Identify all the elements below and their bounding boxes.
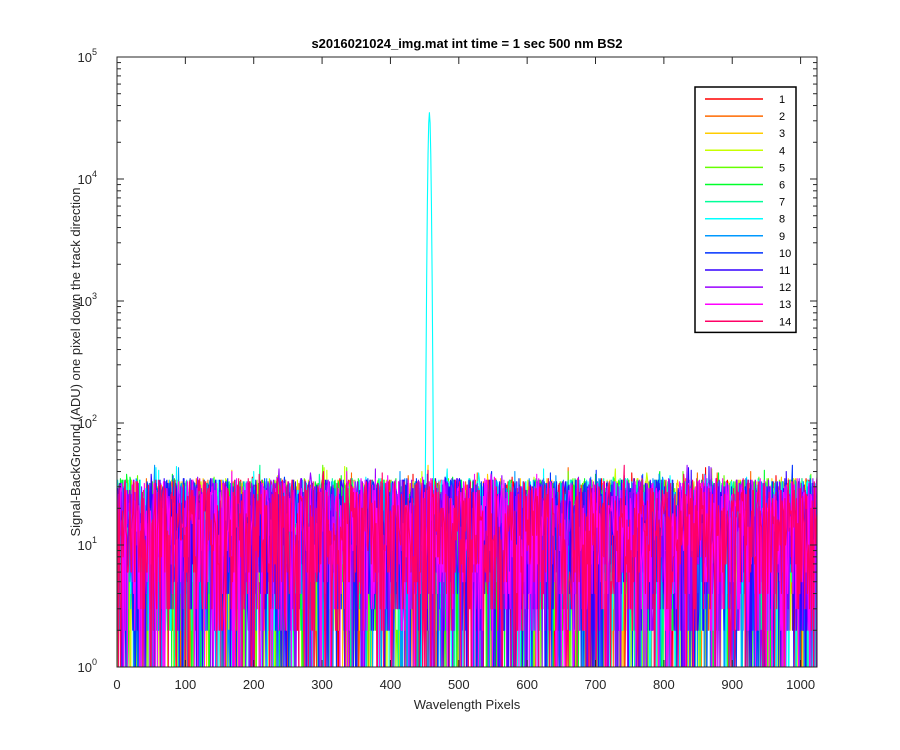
x-tick-label: 900: [721, 677, 743, 692]
legend-box: [694, 86, 797, 334]
x-tick-label: 400: [380, 677, 402, 692]
x-tick-label: 800: [653, 677, 675, 692]
y-tick-label: 102: [78, 413, 97, 431]
x-tick-label: 300: [311, 677, 333, 692]
x-tick-label: 700: [585, 677, 607, 692]
legend-label: 7: [779, 197, 785, 209]
legend-label: 8: [779, 214, 785, 226]
legend-label: 6: [779, 180, 785, 192]
legend-label: 9: [779, 231, 785, 243]
y-tick-label: 101: [78, 535, 97, 553]
y-tick-label: 100: [78, 657, 97, 675]
legend-label: 4: [779, 145, 785, 157]
legend-label: 11: [779, 265, 790, 277]
legend-label: 10: [779, 248, 791, 260]
y-axis-label: Signal-BackGround (ADU) one pixel down t…: [68, 187, 83, 536]
axes-box: [116, 56, 818, 668]
x-tick-label: 600: [516, 677, 538, 692]
legend-label: 13: [779, 299, 791, 311]
y-tick-label: 104: [78, 169, 97, 187]
ticks-layer: 0 100 200 300 400 500 600 700 800 900 100010010110…: [78, 47, 817, 692]
x-tick-label: 500: [448, 677, 470, 692]
x-tick-label: 1000: [786, 677, 815, 692]
chart-title: s2016021024_img.mat int time = 1 sec 500…: [311, 36, 622, 51]
series-layer: [117, 112, 817, 667]
legend-label: 5: [779, 162, 785, 174]
legend-label: 12: [779, 282, 791, 294]
y-tick-label: 105: [78, 47, 97, 65]
y-tick-label: 103: [78, 291, 97, 309]
x-tick-label: 100: [175, 677, 197, 692]
x-tick-label: 200: [243, 677, 265, 692]
series-14-line: [117, 464, 817, 667]
legend-label: 1: [779, 94, 785, 106]
x-axis-label: Wavelength Pixels: [414, 697, 521, 712]
legend-label: 3: [779, 128, 785, 140]
x-tick-label: 0: [113, 677, 120, 692]
legend-label: 2: [779, 111, 785, 123]
legend-label: 14: [779, 316, 791, 328]
